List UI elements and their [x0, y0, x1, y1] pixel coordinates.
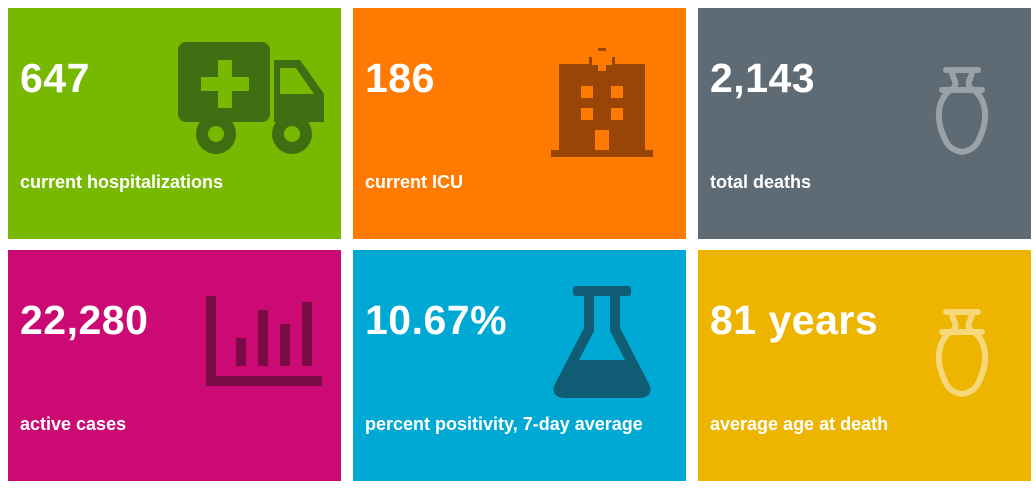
tile-current-icu: 186 current ICU	[353, 8, 686, 239]
stat-value: 647	[20, 55, 90, 101]
stat-value: 22,280	[20, 297, 149, 343]
stat-value: 81 years	[710, 297, 879, 343]
bar-chart-icon	[206, 296, 324, 388]
stat-value: 10.67%	[365, 297, 508, 343]
stat-value: 2,143	[710, 55, 816, 101]
stat-label: current ICU	[365, 172, 464, 192]
stat-label: current hospitalizations	[20, 172, 224, 192]
tile-average-age-at-death: 81 years average age at death	[698, 250, 1031, 481]
stat-label: average age at death	[710, 414, 889, 434]
ambulance-icon	[178, 42, 330, 154]
flask-icon	[551, 286, 653, 400]
stat-label: total deaths	[710, 172, 812, 192]
tile-percent-positivity: 10.67% percent positivity, 7-day average	[353, 250, 686, 481]
stat-label: percent positivity, 7-day average	[365, 414, 643, 434]
urn-icon	[932, 66, 992, 156]
tile-active-cases: 22,280 active cases	[8, 250, 341, 481]
stat-value: 186	[365, 55, 435, 101]
hospital-building-icon	[551, 46, 653, 158]
tile-total-deaths: 2,143 total deaths	[698, 8, 1031, 239]
stat-label: active cases	[20, 414, 127, 434]
tile-current-hospitalizations: 647 current hospitalizations	[8, 8, 341, 239]
urn-icon	[932, 308, 992, 398]
